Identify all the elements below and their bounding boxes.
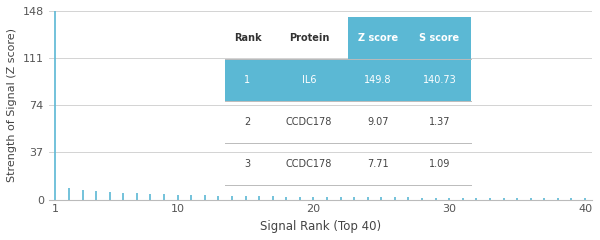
Text: 7.71: 7.71 — [367, 159, 389, 169]
Text: 2: 2 — [244, 117, 251, 127]
Text: 9.07: 9.07 — [367, 117, 389, 127]
Text: CCDC178: CCDC178 — [286, 159, 332, 169]
Text: 3: 3 — [244, 159, 251, 169]
Text: 140.73: 140.73 — [422, 75, 457, 85]
Text: Protein: Protein — [289, 33, 329, 43]
Text: Rank: Rank — [233, 33, 262, 43]
Text: CCDC178: CCDC178 — [286, 117, 332, 127]
Text: Z score: Z score — [358, 33, 398, 43]
Text: 1.09: 1.09 — [429, 159, 450, 169]
Text: 1: 1 — [244, 75, 251, 85]
Y-axis label: Strength of Signal (Z score): Strength of Signal (Z score) — [7, 28, 17, 182]
X-axis label: Signal Rank (Top 40): Signal Rank (Top 40) — [260, 220, 381, 233]
Text: 149.8: 149.8 — [364, 75, 392, 85]
Text: 1.37: 1.37 — [429, 117, 450, 127]
Text: IL6: IL6 — [302, 75, 316, 85]
Text: S score: S score — [419, 33, 460, 43]
